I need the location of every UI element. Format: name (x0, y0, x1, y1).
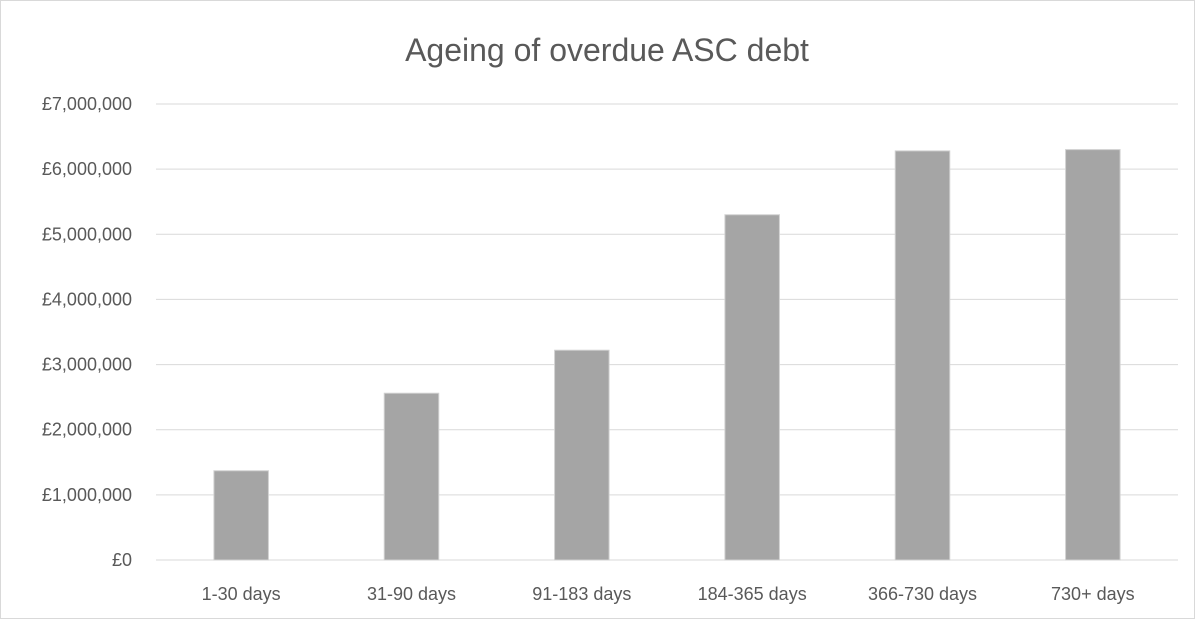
y-tick-label: £7,000,000 (42, 94, 132, 114)
y-axis-tick-labels: £0 £1,000,000 £2,000,000 £3,000,000 £4,000,0… (42, 94, 132, 570)
chart-title: Ageing of overdue ASC debt (405, 32, 809, 68)
y-tick-label: £4,000,000 (42, 289, 132, 309)
y-tick-label: £0 (112, 550, 132, 570)
bar-5 (894, 150, 951, 561)
bar-4 (724, 214, 780, 561)
y-tick-label: £5,000,000 (42, 224, 132, 244)
x-tick-label: 184-365 days (698, 584, 807, 604)
x-tick-label: 730+ days (1051, 584, 1135, 604)
bars (213, 149, 1121, 561)
y-tick-label: £1,000,000 (42, 485, 132, 505)
y-tick-label: £3,000,000 (42, 355, 132, 375)
x-tick-label: 31-90 days (367, 584, 456, 604)
bar-6 (1065, 149, 1121, 561)
bar-3 (554, 349, 610, 561)
x-tick-label: 91-183 days (532, 584, 631, 604)
y-tick-label: £2,000,000 (42, 420, 132, 440)
x-tick-label: 1-30 days (202, 584, 281, 604)
x-tick-label: 366-730 days (868, 584, 977, 604)
bar-1 (213, 470, 269, 561)
gridlines (156, 103, 1178, 561)
bar-2 (383, 392, 440, 561)
y-tick-label: £6,000,000 (42, 159, 132, 179)
x-axis-tick-labels: 1-30 days 31-90 days 91-183 days 184-365 da… (202, 584, 1135, 604)
